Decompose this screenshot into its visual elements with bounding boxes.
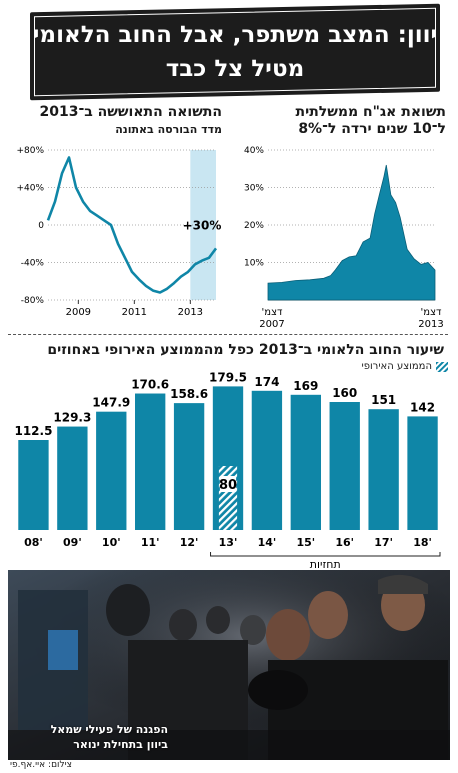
debt-value-label: 169 <box>293 379 318 393</box>
photo-caption-line-1: הפגנה של פעילי שמאל <box>50 723 168 736</box>
photo-image <box>8 570 450 760</box>
yields-title-line-2: ל־10 שנים ירדה ל־8% <box>298 121 446 137</box>
debt-bar <box>329 402 360 530</box>
debt-x-label: 13' <box>219 536 238 549</box>
stock-subtitle: מדד הבורסה באתונה <box>115 123 222 136</box>
yields-x-label-month: דצמ' <box>262 307 283 318</box>
yields-series-area <box>267 164 436 301</box>
debt-value-label: 142 <box>410 400 435 414</box>
photo-caption-line-2: ביוון בתחילת ינואר <box>73 738 168 751</box>
debt-x-label: 18' <box>413 536 432 549</box>
debt-value-label: 112.5 <box>14 424 52 438</box>
stock-tick-label: -80% <box>21 296 45 306</box>
stock-chart: +80% +40% 0 -40% -80% 2009 2011 2013 +30% <box>16 146 222 318</box>
debt-bar <box>368 409 399 530</box>
debt-value-label: 151 <box>371 393 396 407</box>
photo-credit: צילום: איי.אף.פי <box>10 760 72 770</box>
debt-x-label: 12' <box>180 536 199 549</box>
debt-bar <box>251 390 283 530</box>
debt-bar <box>290 394 321 530</box>
headline-line-1: יוון: המצב משתפר, אבל החוב הלאומי <box>32 22 438 48</box>
eu-average-label-bg <box>219 476 237 492</box>
debt-title: שיעור החוב הלאומי ב־2013 כפל מהממוצע האי… <box>47 342 444 358</box>
eu-average-bar <box>218 466 238 530</box>
stock-x-label: 2011 <box>122 307 147 318</box>
forecast-bracket <box>210 552 441 557</box>
debt-value-label: 160 <box>332 386 357 400</box>
debt-legend: הממוצע האירופי <box>300 361 448 372</box>
protest-photo <box>8 570 450 760</box>
stock-highlight-2013 <box>190 150 216 300</box>
debt-bar <box>57 426 88 530</box>
debt-x-label: 14' <box>258 536 277 549</box>
debt-x-label: 16' <box>335 536 354 549</box>
debt-value-label: 170.6 <box>131 378 169 392</box>
debt-value-label: 147.9 <box>92 396 130 410</box>
debt-x-label: 11' <box>141 536 160 549</box>
debt-chart: 112.5 08' 129.3 09' 147.9 10' 170.6 11' 158.6 12'… <box>14 370 441 570</box>
legend-hatch-swatch <box>436 361 448 372</box>
stock-tick-label: +40% <box>16 184 44 194</box>
yields-tick-label: 40% <box>244 146 264 156</box>
yields-x-label-month: דצמ' <box>421 307 442 318</box>
eu-average-label: 80 <box>219 478 237 493</box>
legend-label: הממוצע האירופי <box>361 361 432 372</box>
headline-line-2: מטיל צל כבד <box>165 56 305 82</box>
photo-caption: הפגנה של פעילי שמאל ביוון בתחילת ינואר <box>18 722 168 752</box>
forecast-label: תחזיות <box>310 558 341 570</box>
stock-x-label: 2009 <box>66 307 91 318</box>
yields-title: תשואת אג"ח ממשלתית ל־10 שנים ירדה ל־8% <box>240 104 446 138</box>
debt-value-label: 174 <box>254 375 279 389</box>
debt-x-label: 17' <box>374 536 393 549</box>
debt-bar <box>18 440 49 530</box>
debt-bar <box>135 393 166 530</box>
yields-x-label-year: 2007 <box>259 319 284 330</box>
stock-annotation: +30% <box>183 219 222 233</box>
stock-tick-label: -40% <box>21 259 45 269</box>
debt-bar <box>407 416 438 530</box>
debt-x-label: 08' <box>24 536 43 549</box>
debt-value-label: 179.5 <box>209 370 247 384</box>
section-divider <box>8 334 448 335</box>
headline-banner: יוון: המצב משתפר, אבל החוב הלאומי מטיל צ… <box>30 3 440 101</box>
stock-x-label: 2013 <box>178 307 203 318</box>
stock-title: התשואה התאוששה ב־2013 <box>39 104 222 120</box>
debt-bar <box>173 403 205 530</box>
yields-x-label-year: 2013 <box>418 319 443 330</box>
debt-x-label: 15' <box>296 536 315 549</box>
yields-tick-label: 20% <box>244 221 264 231</box>
stock-tick-label: +80% <box>16 146 44 156</box>
yields-title-line-1: תשואת אג"ח ממשלתית <box>295 104 446 120</box>
headline: יוון: המצב משתפר, אבל החוב הלאומי מטיל צ… <box>30 18 440 86</box>
debt-bar <box>96 411 127 530</box>
debt-value-label: 158.6 <box>170 387 208 401</box>
stock-tick-label: 0 <box>38 221 44 231</box>
yields-tick-label: 30% <box>244 184 264 194</box>
debt-value-label: 129.3 <box>53 411 91 425</box>
debt-x-label: 10' <box>102 536 121 549</box>
yields-tick-label: 10% <box>244 259 264 269</box>
debt-x-label: 09' <box>63 536 82 549</box>
